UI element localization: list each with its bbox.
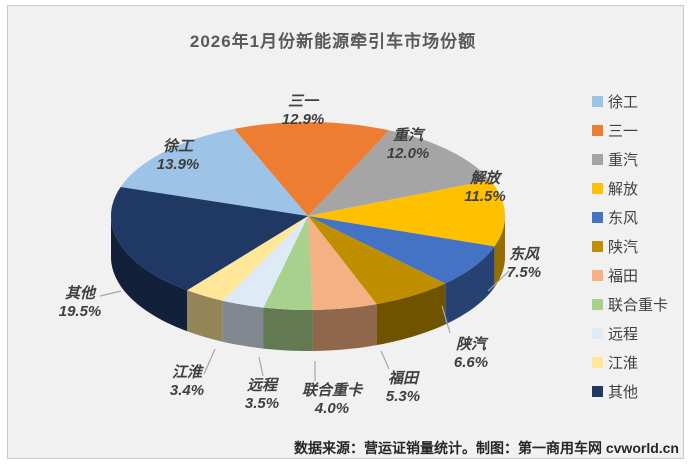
pie-slice-江淮[interactable] <box>187 216 308 301</box>
legend-swatch-陕汽 <box>592 241 603 252</box>
legend-swatch-重汽 <box>592 154 603 165</box>
legend-swatch-解放 <box>592 183 603 194</box>
leader-line-陕汽 <box>441 305 451 334</box>
chart-title: 2026年1月份新能源牵引车市场份额 <box>189 32 477 51</box>
legend-swatch-远程 <box>592 328 603 339</box>
legend: 徐工三一重汽解放东风陕汽福田联合重卡远程江淮其他 <box>592 87 668 406</box>
legend-item-福田[interactable]: 福田 <box>592 261 668 290</box>
legend-swatch-联合重卡 <box>592 299 603 310</box>
pie-slice-其他[interactable] <box>111 187 308 291</box>
pie-slice-重汽[interactable] <box>308 130 491 216</box>
leader-line-福田 <box>380 350 390 370</box>
leader-line-东风 <box>487 270 510 292</box>
source-note: 数据来源：营运证销量统计。制图：第一商用车网 cvworld.cn <box>293 440 679 456</box>
legend-swatch-徐工 <box>592 96 603 107</box>
legend-swatch-江淮 <box>592 357 603 368</box>
legend-item-东风[interactable]: 东风 <box>592 203 668 232</box>
legend-item-解放[interactable]: 解放 <box>592 174 668 203</box>
legend-label: 其他 <box>608 384 639 401</box>
pie-wall-远程 <box>222 300 264 349</box>
pie-wall-其他 <box>111 216 188 332</box>
pie-slice-徐工[interactable] <box>120 128 308 216</box>
legend-label: 联合重卡 <box>608 297 669 314</box>
legend-swatch-三一 <box>592 125 603 136</box>
legend-item-联合重卡[interactable]: 联合重卡 <box>592 290 668 319</box>
legend-item-三一[interactable]: 三一 <box>592 116 668 145</box>
legend-label: 三一 <box>608 123 639 140</box>
legend-label: 福田 <box>608 268 639 285</box>
pie-wall-东风 <box>445 246 495 325</box>
legend-item-江淮[interactable]: 江淮 <box>592 348 668 377</box>
pie-wall-解放 <box>494 216 505 288</box>
pie-slice-福田[interactable] <box>308 216 377 310</box>
legend-label: 解放 <box>608 181 639 198</box>
pie-slice-解放[interactable] <box>308 180 505 247</box>
pie-wall-江淮 <box>187 290 223 342</box>
pie-slice-三一[interactable] <box>234 122 390 216</box>
pie-slice-联合重卡[interactable] <box>263 216 313 310</box>
leader-line-江淮 <box>203 348 216 375</box>
pie-wall-陕汽 <box>376 283 446 346</box>
leader-line-其他 <box>99 290 122 297</box>
legend-label: 江淮 <box>608 355 639 372</box>
legend-label: 陕汽 <box>608 239 639 256</box>
pie-slice-远程[interactable] <box>222 216 308 308</box>
legend-swatch-东风 <box>592 212 603 223</box>
legend-label: 东风 <box>608 210 639 227</box>
legend-label: 重汽 <box>608 152 639 169</box>
pie-wall-联合重卡 <box>263 307 313 351</box>
legend-item-徐工[interactable]: 徐工 <box>592 87 668 116</box>
leader-line-远程 <box>258 356 264 377</box>
legend-item-其他[interactable]: 其他 <box>592 377 668 406</box>
pie-slice-陕汽[interactable] <box>308 216 446 305</box>
legend-item-陕汽[interactable]: 陕汽 <box>592 232 668 261</box>
legend-swatch-福田 <box>592 270 603 281</box>
legend-label: 远程 <box>608 326 639 343</box>
pie-slice-东风[interactable] <box>308 216 495 284</box>
pie-wall-福田 <box>312 304 377 351</box>
legend-label: 徐工 <box>608 94 639 111</box>
legend-item-重汽[interactable]: 重汽 <box>592 145 668 174</box>
legend-item-远程[interactable]: 远程 <box>592 319 668 348</box>
legend-swatch-其他 <box>592 386 603 397</box>
